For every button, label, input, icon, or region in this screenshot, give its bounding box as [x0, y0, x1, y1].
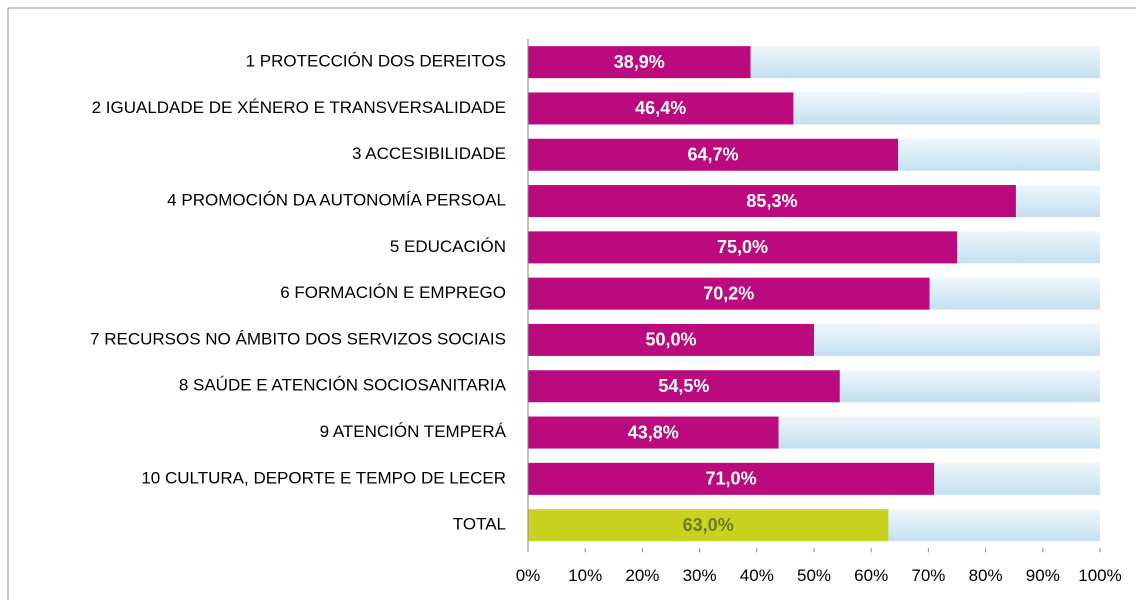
- x-tick-label: 100%: [1078, 566, 1121, 585]
- category-label: 1 PROTECCIÓN DOS DEREITOS: [246, 52, 506, 71]
- x-tick-label: 90%: [1026, 566, 1060, 585]
- category-label: TOTAL: [453, 515, 506, 534]
- category-label: 6 FORMACIÓN E EMPREGO: [280, 283, 506, 302]
- value-label: 46,4%: [635, 98, 686, 118]
- bar: [528, 462, 935, 495]
- bar: [528, 92, 794, 125]
- value-label: 54,5%: [658, 376, 709, 396]
- bar: [528, 416, 779, 449]
- x-tick-label: 10%: [568, 566, 602, 585]
- bar: [528, 509, 889, 542]
- category-label: 5 EDUCACIÓN: [390, 237, 506, 256]
- category-label: 7 RECURSOS NO ÁMBITO DOS SERVIZOS SOCIAI…: [90, 329, 506, 348]
- x-tick-label: 50%: [797, 566, 831, 585]
- bar: [528, 277, 930, 310]
- x-tick-label: 0%: [516, 566, 541, 585]
- category-label: 3 ACCESIBILIDADE: [352, 144, 506, 163]
- category-label: 4 PROMOCIÓN DA AUTONOMÍA PERSOAL: [167, 191, 506, 210]
- x-tick-label: 30%: [683, 566, 717, 585]
- value-label: 64,7%: [688, 145, 739, 165]
- value-label: 75,0%: [717, 237, 768, 257]
- x-tick-label: 70%: [911, 566, 945, 585]
- category-label: 8 SAÚDE E ATENCIÓN SOCIOSANITARIA: [179, 376, 507, 395]
- bar: [528, 370, 840, 403]
- value-label: 85,3%: [746, 191, 797, 211]
- bar: [528, 185, 1016, 218]
- category-label: 2 IGUALDADE DE XÉNERO E TRANSVERSALIDADE: [92, 98, 506, 117]
- value-label: 43,8%: [628, 422, 679, 442]
- x-tick-label: 40%: [740, 566, 774, 585]
- category-label: 9 ATENCIÓN TEMPERÁ: [320, 422, 507, 441]
- frame: [7, 7, 1136, 600]
- x-tick-label: 20%: [625, 566, 659, 585]
- value-label: 70,2%: [703, 283, 754, 303]
- x-tick-label: 80%: [969, 566, 1003, 585]
- bar: [528, 323, 814, 356]
- bar: [528, 138, 899, 171]
- value-label: 50,0%: [645, 330, 696, 350]
- bar: [528, 231, 957, 264]
- value-label: 63,0%: [683, 515, 734, 535]
- value-label: 38,9%: [614, 52, 665, 72]
- x-tick-label: 60%: [854, 566, 888, 585]
- bar: [528, 46, 751, 79]
- value-label: 71,0%: [706, 469, 757, 489]
- category-label: 10 CULTURA, DEPORTE E TEMPO DE LECER: [141, 468, 506, 487]
